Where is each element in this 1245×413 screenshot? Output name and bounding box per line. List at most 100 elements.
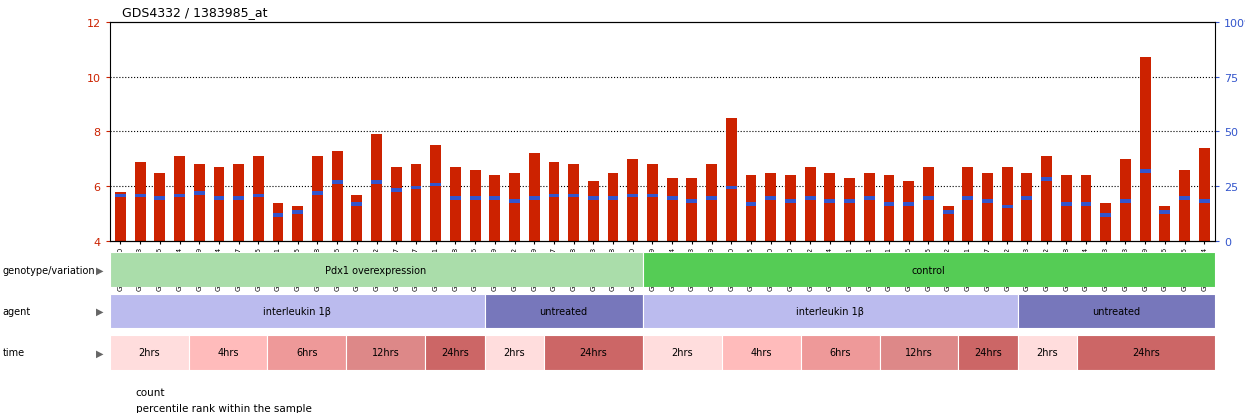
- Bar: [746, 202, 757, 206]
- Bar: [351, 202, 362, 206]
- Bar: [134, 194, 146, 198]
- Bar: [982, 173, 994, 242]
- Bar: [766, 173, 776, 242]
- Bar: [411, 165, 421, 242]
- Bar: [371, 180, 382, 184]
- Bar: [1002, 205, 1012, 209]
- Bar: [154, 197, 166, 201]
- Text: untreated: untreated: [539, 306, 588, 316]
- Bar: [188, 335, 268, 370]
- Bar: [331, 180, 342, 184]
- Bar: [1179, 171, 1190, 242]
- Bar: [904, 181, 914, 242]
- Bar: [686, 200, 697, 203]
- Bar: [1139, 170, 1150, 173]
- Bar: [1081, 202, 1092, 206]
- Bar: [484, 335, 544, 370]
- Bar: [627, 159, 639, 242]
- Bar: [642, 335, 722, 370]
- Bar: [110, 294, 484, 328]
- Bar: [1081, 176, 1092, 242]
- Bar: [134, 162, 146, 242]
- Bar: [568, 165, 579, 242]
- Bar: [449, 168, 461, 242]
- Bar: [509, 173, 520, 242]
- Bar: [706, 197, 717, 201]
- Text: 4hrs: 4hrs: [218, 347, 239, 358]
- Bar: [233, 197, 244, 201]
- Text: untreated: untreated: [1092, 306, 1140, 316]
- Bar: [1179, 197, 1190, 201]
- Bar: [431, 183, 441, 187]
- Bar: [194, 192, 204, 195]
- Bar: [110, 253, 642, 287]
- Bar: [642, 253, 1215, 287]
- Bar: [706, 165, 717, 242]
- Bar: [1159, 206, 1170, 242]
- Text: count: count: [136, 387, 166, 397]
- Bar: [667, 197, 677, 201]
- Bar: [549, 162, 559, 242]
- Bar: [1199, 200, 1210, 203]
- Bar: [884, 202, 894, 206]
- Bar: [923, 168, 934, 242]
- Text: 2hrs: 2hrs: [671, 347, 693, 358]
- Bar: [1021, 197, 1032, 201]
- Bar: [115, 192, 126, 242]
- Text: 12hrs: 12hrs: [372, 347, 400, 358]
- Text: GDS4332 / 1383985_at: GDS4332 / 1383985_at: [122, 6, 268, 19]
- Bar: [544, 335, 642, 370]
- Bar: [293, 206, 304, 242]
- Bar: [726, 119, 737, 242]
- Text: Pdx1 overexpression: Pdx1 overexpression: [325, 265, 427, 275]
- Bar: [804, 168, 815, 242]
- Bar: [627, 194, 639, 198]
- Bar: [1021, 173, 1032, 242]
- Bar: [469, 171, 481, 242]
- Bar: [391, 189, 402, 192]
- Bar: [588, 197, 599, 201]
- Bar: [1120, 200, 1130, 203]
- Text: ▶: ▶: [96, 347, 103, 358]
- Text: 2hrs: 2hrs: [1037, 347, 1058, 358]
- Bar: [351, 195, 362, 242]
- Bar: [667, 179, 677, 242]
- Bar: [959, 335, 1017, 370]
- Bar: [293, 211, 304, 214]
- Bar: [331, 151, 342, 242]
- Text: 24hrs: 24hrs: [1132, 347, 1160, 358]
- Text: genotype/variation: genotype/variation: [2, 265, 95, 275]
- Bar: [608, 173, 619, 242]
- Bar: [1077, 335, 1215, 370]
- Bar: [864, 197, 875, 201]
- Bar: [273, 203, 284, 242]
- Bar: [1002, 168, 1012, 242]
- Bar: [1120, 159, 1130, 242]
- Bar: [1041, 157, 1052, 242]
- Bar: [268, 335, 346, 370]
- Text: interleukin 1β: interleukin 1β: [263, 306, 331, 316]
- Bar: [568, 194, 579, 198]
- Bar: [346, 335, 426, 370]
- Bar: [509, 200, 520, 203]
- Bar: [154, 173, 166, 242]
- Bar: [391, 168, 402, 242]
- Bar: [233, 165, 244, 242]
- Bar: [253, 157, 264, 242]
- Bar: [426, 335, 484, 370]
- Bar: [904, 202, 914, 206]
- Bar: [1041, 178, 1052, 181]
- Bar: [844, 179, 855, 242]
- Bar: [766, 197, 776, 201]
- Bar: [844, 200, 855, 203]
- Bar: [213, 197, 224, 201]
- Bar: [110, 335, 188, 370]
- Bar: [864, 173, 875, 242]
- Bar: [1101, 214, 1112, 217]
- Bar: [549, 194, 559, 198]
- Bar: [312, 192, 322, 195]
- Bar: [431, 146, 441, 242]
- Text: 6hrs: 6hrs: [296, 347, 317, 358]
- Bar: [1061, 176, 1072, 242]
- Bar: [801, 335, 879, 370]
